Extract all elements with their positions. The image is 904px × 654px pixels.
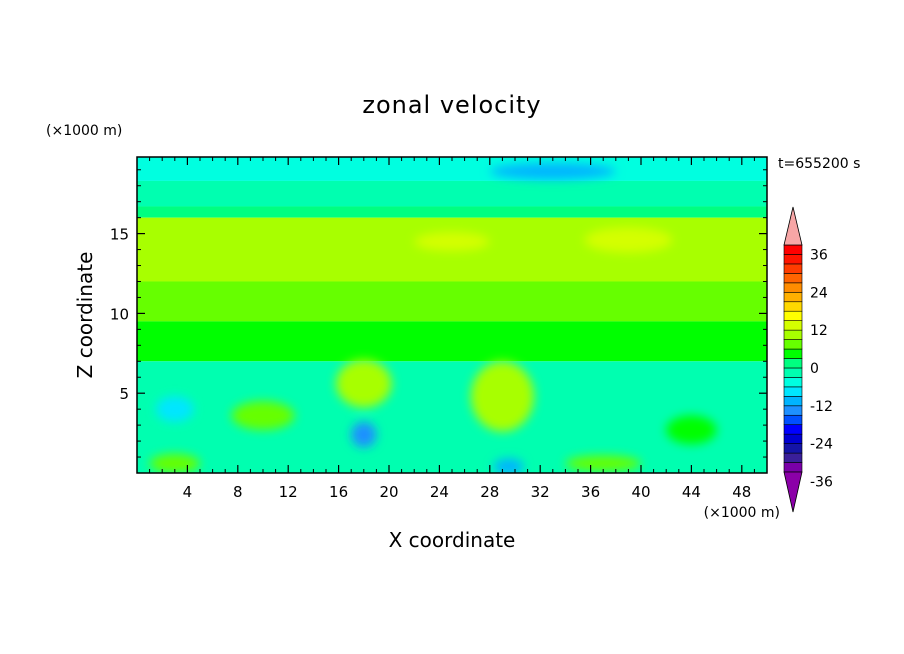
colorbar-segment-10 — [783, 367, 803, 378]
x-axis: 4 8 12 16 20 24 28 32 36 40 44 48 — [149, 157, 755, 501]
field-feature-0 — [584, 227, 673, 253]
z-axis-label: Z coordinate — [73, 252, 97, 379]
colorbar-over-arrow — [783, 206, 803, 246]
colorbar-segment-13 — [783, 339, 803, 350]
z-tick-label-15: 15 — [110, 226, 129, 244]
colorbar-segment-9 — [783, 377, 803, 388]
field-band-2 — [137, 206, 767, 218]
field-band-6 — [137, 361, 767, 473]
x-tick-label-28: 28 — [480, 483, 499, 501]
colorbar-segment-3 — [783, 433, 803, 444]
colorbar-segment-0 — [783, 462, 803, 473]
field-feature-9 — [493, 458, 524, 473]
colorbar-tick-label-5: -24 — [810, 437, 833, 453]
x-tick-label-32: 32 — [531, 483, 550, 501]
time-label: t=655200 s — [778, 156, 860, 172]
field-feature-2 — [489, 163, 616, 180]
colorbar-segment-17 — [783, 301, 803, 312]
x-tick-label-24: 24 — [430, 483, 449, 501]
z-unit-label: (×1000 m) — [46, 123, 122, 139]
field-band-4 — [137, 281, 767, 322]
field-feature-5 — [470, 361, 534, 432]
colorbar-segment-16 — [783, 310, 803, 321]
colorbar-segment-23 — [783, 244, 803, 255]
field-feature-6 — [666, 415, 717, 445]
field-feature-11 — [565, 455, 641, 472]
chart-title: zonal velocity — [362, 91, 541, 119]
x-axis-label: X coordinate — [389, 528, 516, 552]
x-tick-label-44: 44 — [682, 483, 701, 501]
colorbar: 36 24 12 0 -12 -24 -36 — [783, 206, 833, 513]
x-tick-label-12: 12 — [279, 483, 298, 501]
field-feature-7 — [351, 421, 377, 448]
z-axis: 5 10 15 — [110, 169, 767, 458]
field-feature-8 — [155, 396, 194, 422]
colorbar-segment-7 — [783, 396, 803, 407]
x-tick-label-16: 16 — [329, 483, 348, 501]
colorbar-segment-22 — [783, 254, 803, 265]
z-tick-label-5: 5 — [119, 385, 129, 403]
field-feature-3 — [336, 359, 392, 408]
x-unit-label: (×1000 m) — [704, 505, 780, 521]
x-tick-label-48: 48 — [732, 483, 751, 501]
colorbar-segment-15 — [783, 320, 803, 331]
colorbar-tick-label-2: 12 — [810, 323, 828, 339]
field-feature-1 — [414, 232, 490, 252]
x-tick-label-4: 4 — [183, 483, 193, 501]
colorbar-segment-8 — [783, 386, 803, 397]
x-tick-label-40: 40 — [631, 483, 650, 501]
colorbar-tick-label-4: -12 — [810, 399, 833, 415]
colorbar-segment-18 — [783, 291, 803, 303]
field-feature-4 — [231, 401, 295, 430]
field-features — [149, 163, 717, 473]
colorbar-segment-2 — [783, 443, 803, 454]
x-tick-label-8: 8 — [233, 483, 243, 501]
colorbar-segment-21 — [783, 263, 803, 274]
colorbar-segment-14 — [783, 329, 803, 340]
x-tick-label-20: 20 — [379, 483, 398, 501]
field-band-5 — [137, 321, 767, 362]
colorbar-segment-4 — [783, 424, 803, 435]
z-tick-label-10: 10 — [110, 305, 129, 323]
colorbar-under-arrow — [783, 471, 803, 513]
colorbar-segment-19 — [783, 282, 803, 293]
colorbar-tick-label-6: -36 — [810, 474, 833, 490]
colorbar-segment-11 — [783, 358, 803, 369]
x-tick-label-36: 36 — [581, 483, 600, 501]
colorbar-tick-label-1: 24 — [810, 285, 828, 301]
colorbar-segment-20 — [783, 273, 803, 284]
field-band-0 — [137, 157, 767, 181]
field-band-1 — [137, 180, 767, 207]
colorbar-tick-label-0: 36 — [810, 247, 828, 263]
colorbar-tick-label-3: 0 — [810, 361, 819, 377]
colorbar-segment-1 — [783, 452, 803, 463]
colorbar-segment-6 — [783, 405, 803, 416]
colorbar-segment-5 — [783, 414, 803, 426]
field-bands — [137, 157, 767, 473]
plot-area — [137, 157, 767, 473]
colorbar-segment-12 — [783, 348, 803, 359]
